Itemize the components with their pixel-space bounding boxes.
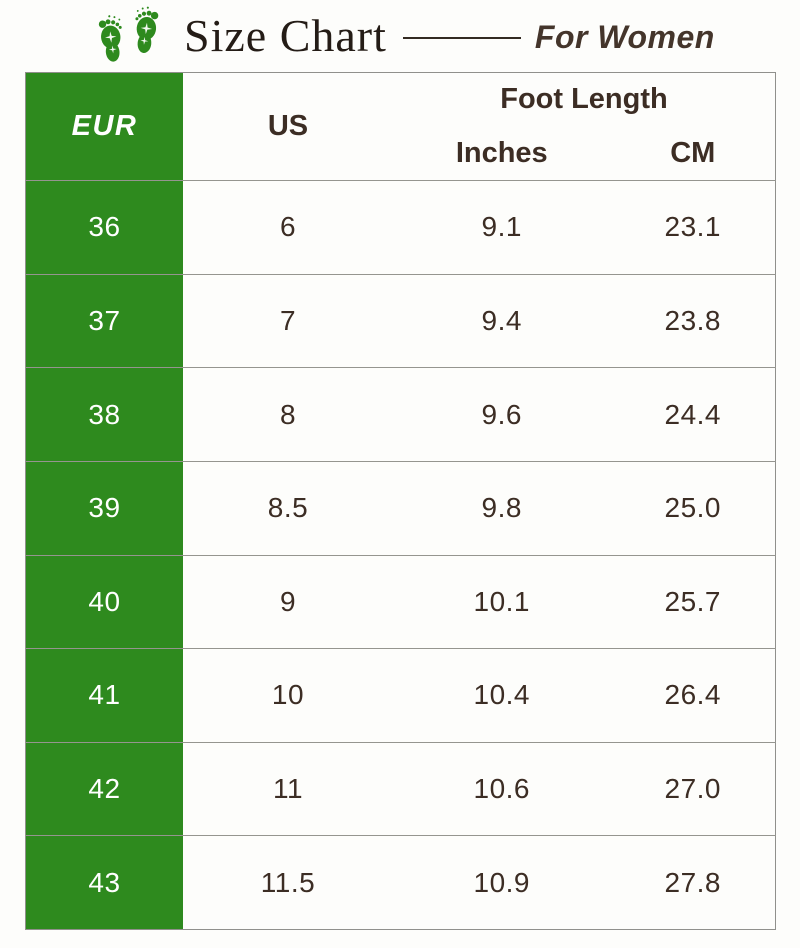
col-header-us: US [267,110,309,142]
cell-cm: 24.4 [610,367,776,462]
title-divider-line [402,37,521,39]
cell-us: 9 [183,554,393,649]
table-body: 36 6 9.1 23.1 37 7 9.4 23.8 38 8 9.6 24.… [25,180,776,930]
cell-eur: 40 [25,554,183,649]
table-header: EUR US Foot Length Inches CM [25,72,776,181]
cell-us: 6 [183,180,393,275]
header: Size Chart For Women [0,0,800,72]
cell-cm: 27.0 [610,741,776,836]
cell-inches: 9.4 [393,273,611,368]
size-table: EUR US Foot Length Inches CM 36 6 9.1 23… [25,72,776,930]
cell-inches: 10.6 [393,741,611,836]
cell-inches: 10.4 [393,648,611,743]
table-header-row-2: Inches CM [26,127,776,181]
col-header-eur: EUR [25,72,183,181]
col-header-foot-length: Foot Length [500,83,668,116]
page-title: Size Chart [184,10,387,61]
cell-inches: 9.6 [393,367,611,462]
cell-cm: 26.4 [610,648,776,743]
table-row: 38 8 9.6 24.4 [25,367,776,462]
table-row: 41 10 10.4 26.4 [25,648,776,743]
table-row: 42 11 10.6 27.0 [25,741,776,836]
col-header-inches: Inches [455,136,548,169]
table-row: 40 9 10.1 25.7 [25,554,776,649]
cell-us: 10 [183,648,393,743]
cell-eur: 38 [25,367,183,462]
cell-us: 8 [183,367,393,462]
cell-cm: 27.8 [610,835,776,930]
cell-us: 7 [183,273,393,368]
cell-us: 8.5 [183,460,393,555]
cell-inches: 9.1 [393,180,611,275]
cell-eur: 37 [25,273,183,368]
cell-inches: 9.8 [393,460,611,555]
cell-us: 11 [183,741,393,836]
cell-eur: 36 [25,180,183,275]
cell-eur: 39 [25,460,183,555]
cell-inches: 10.9 [393,835,611,930]
table-row: 43 11.5 10.9 27.8 [25,835,776,930]
cell-us: 11.5 [183,835,393,930]
cell-cm: 23.1 [610,180,776,275]
subtitle-for-women: For Women [534,18,715,55]
cell-eur: 43 [25,835,183,930]
table-row: 39 8.5 9.8 25.0 [25,460,776,555]
cell-eur: 42 [25,741,183,836]
table-row: 36 6 9.1 23.1 [25,180,776,275]
cell-inches: 10.1 [393,554,611,649]
col-header-cm: CM [670,136,716,169]
cell-cm: 23.8 [610,273,776,368]
cell-cm: 25.0 [610,460,776,555]
cell-cm: 25.7 [610,554,776,649]
cell-eur: 41 [25,648,183,743]
table-header-row-1: EUR US Foot Length [25,72,776,181]
table-row: 37 7 9.4 23.8 [25,273,776,368]
footprints-icon [98,6,159,62]
